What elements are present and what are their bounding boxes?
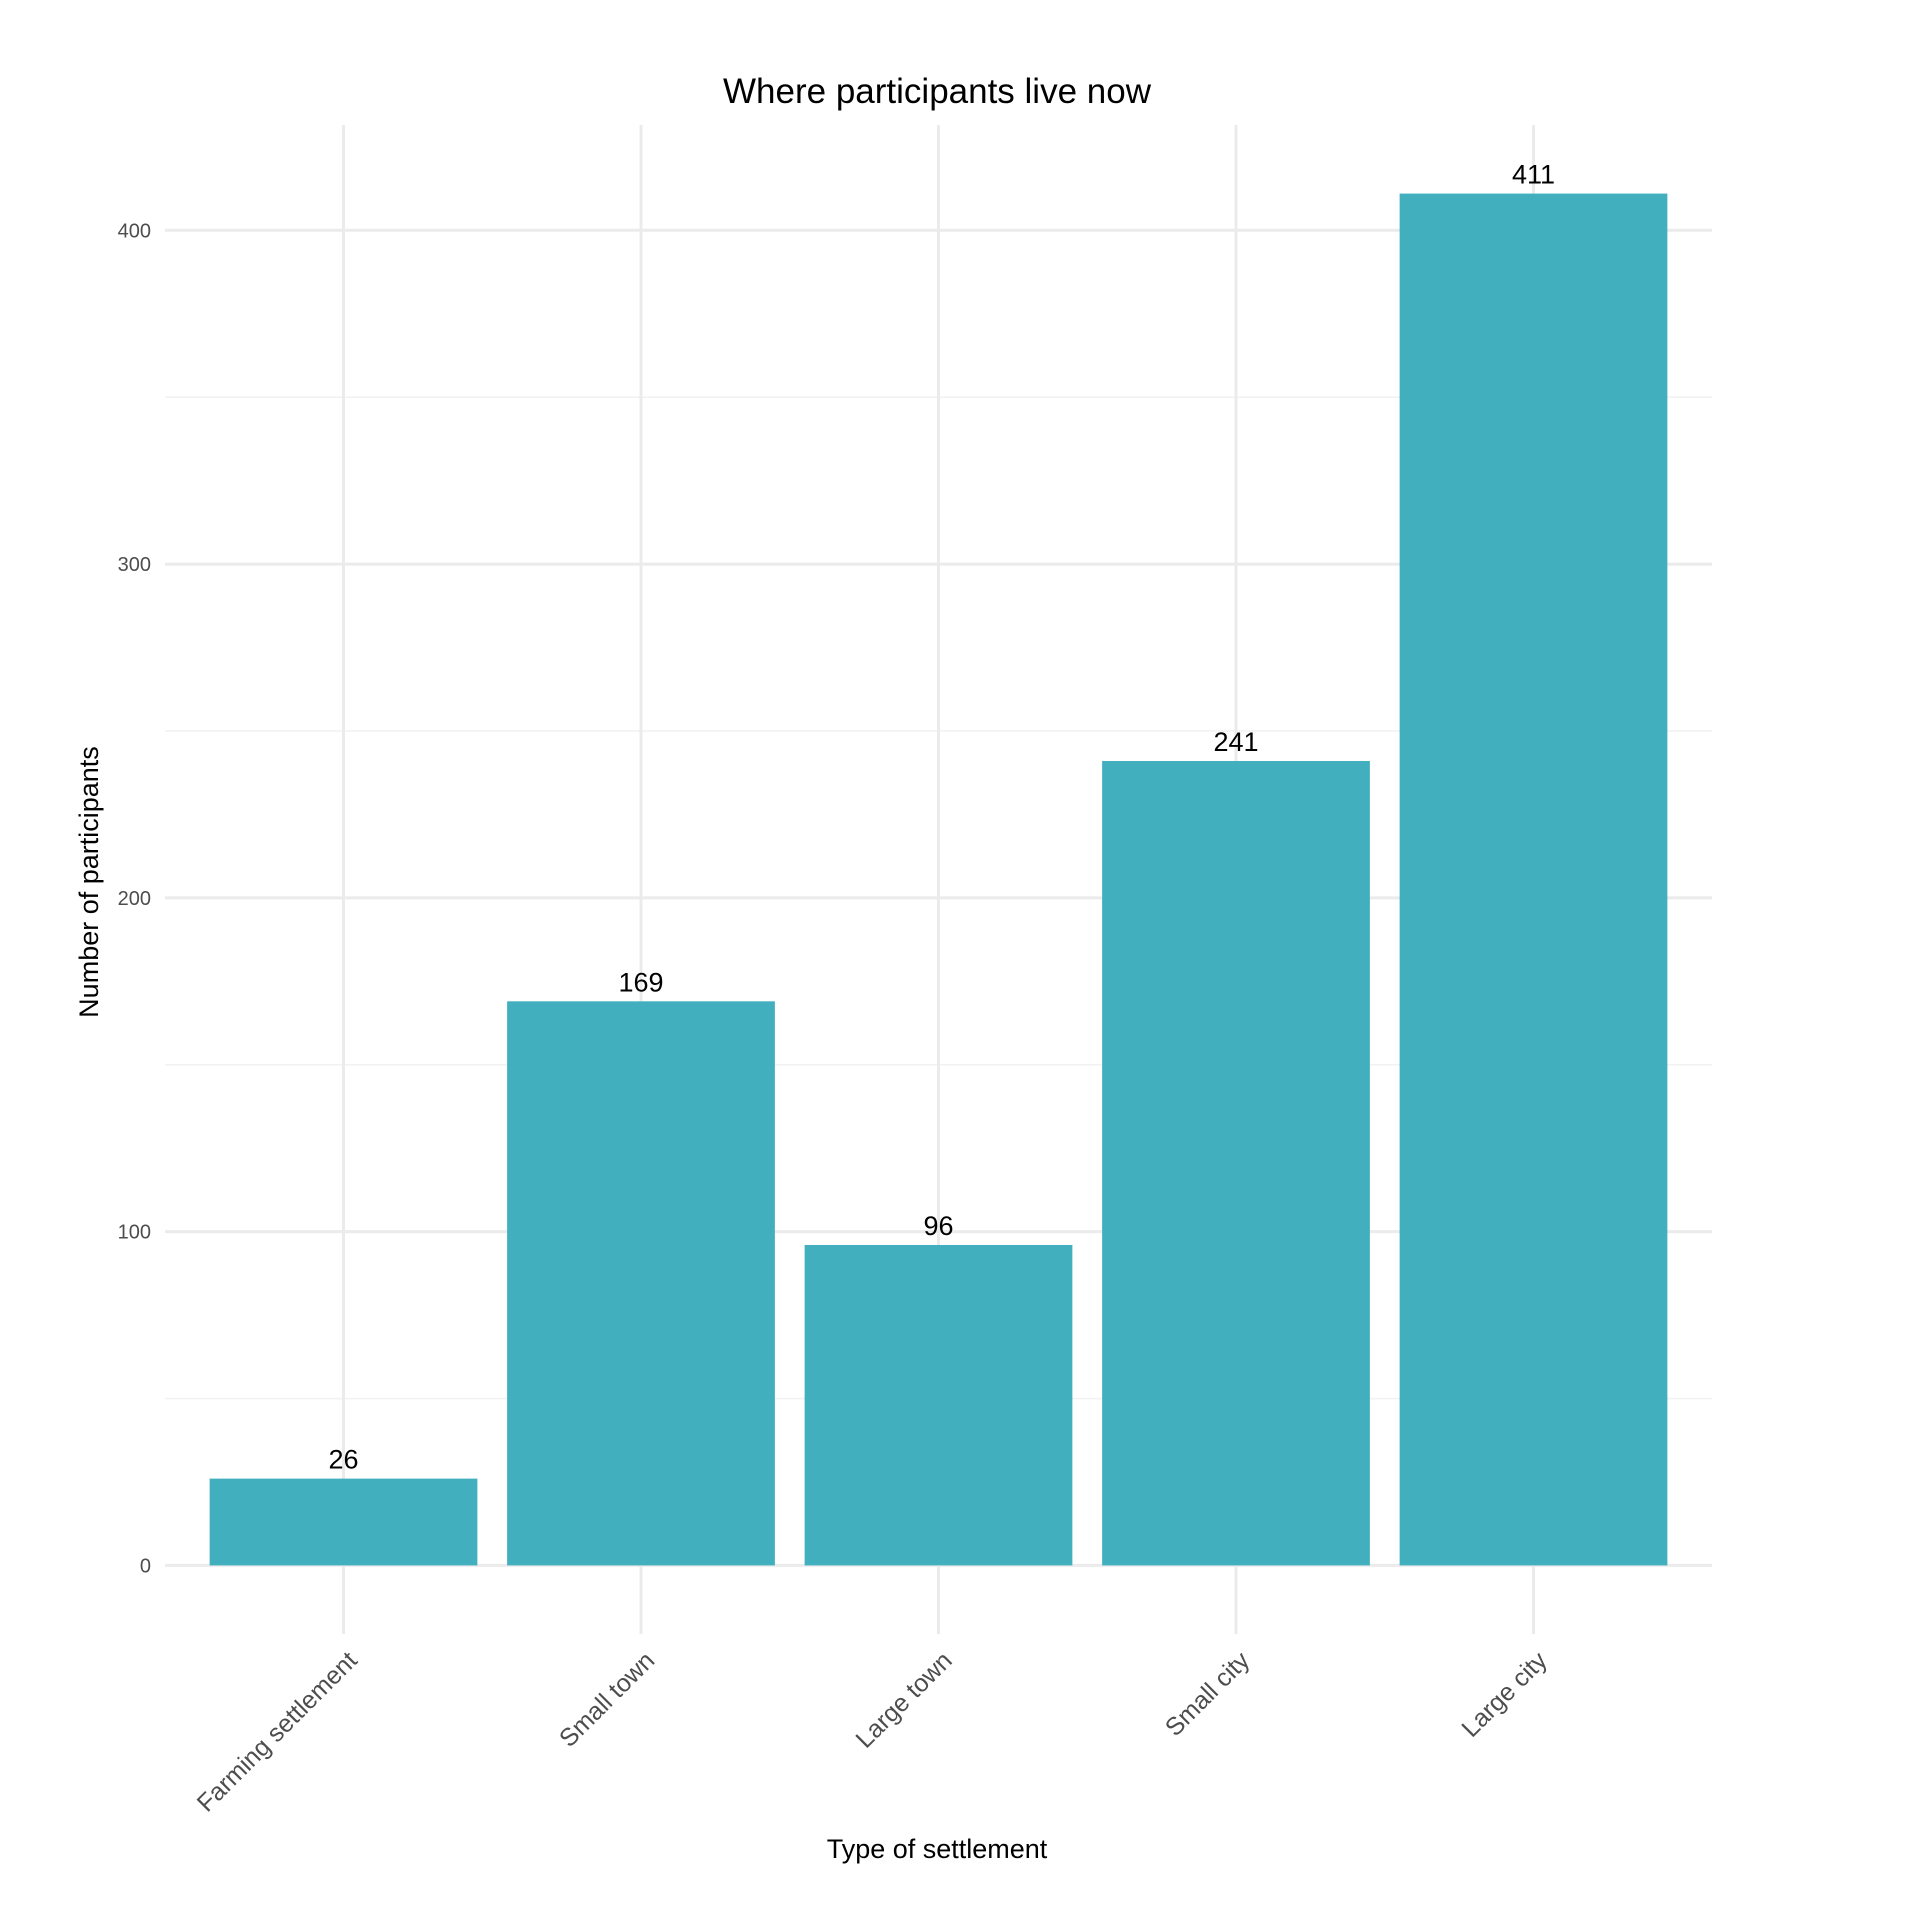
y-axis-tick-labels: 0 100 200 300 400	[118, 220, 151, 1577]
bar-value-label: 169	[618, 967, 663, 997]
y-tick-label: 200	[118, 888, 151, 910]
y-tick-label: 100	[118, 1222, 151, 1244]
bar	[209, 1478, 478, 1566]
bar-value-label: 26	[328, 1445, 358, 1475]
bar	[507, 1001, 775, 1566]
bar-value-label: 241	[1213, 727, 1258, 757]
x-tick-label: Farming settlement	[192, 1646, 363, 1817]
y-tick-label: 0	[140, 1555, 151, 1577]
bar	[1399, 193, 1668, 1566]
data-labels: 26 169 96 241 411	[328, 160, 1555, 1475]
bar-value-label: 96	[923, 1211, 953, 1241]
x-axis-tick-labels: Farming settlement Small town Large town Sm…	[192, 1646, 1553, 1817]
y-tick-label: 400	[118, 220, 151, 242]
x-axis-title: Type of settlement	[827, 1834, 1048, 1864]
bars	[209, 193, 1668, 1566]
y-tick-label: 300	[118, 554, 151, 576]
chart-title: Where participants live now	[723, 72, 1152, 111]
x-tick-label: Small town	[554, 1646, 660, 1752]
bar	[804, 1244, 1073, 1566]
bar	[1102, 761, 1370, 1566]
bar-value-label: 411	[1512, 160, 1555, 190]
y-axis-title: Number of participants	[74, 746, 104, 1018]
x-tick-label: Large city	[1456, 1646, 1553, 1743]
x-tick-label: Large town	[850, 1646, 957, 1753]
x-tick-label: Small city	[1160, 1646, 1256, 1742]
